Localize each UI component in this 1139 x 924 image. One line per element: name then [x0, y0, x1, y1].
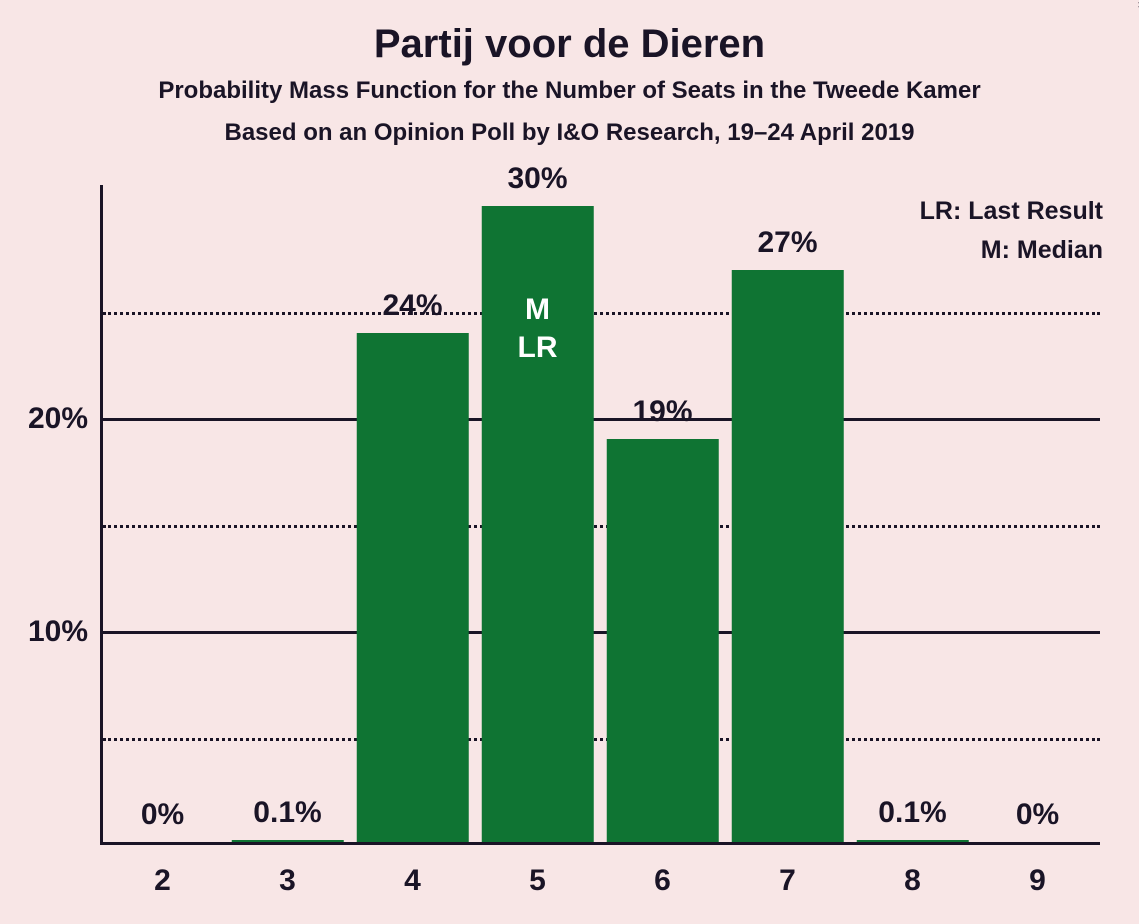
bar-value-label: 0.1%	[253, 796, 321, 830]
bar	[231, 840, 344, 842]
bars-layer: 0% 0.1% 24% 30%MLR 19% 27% 0.1% 0%	[100, 185, 1100, 842]
bar-value-label: 19%	[632, 395, 692, 429]
bar-value-label: 27%	[757, 226, 817, 260]
bar-value-label: 30%	[507, 162, 567, 196]
bar-value-label: 0%	[141, 798, 184, 832]
x-axis-line	[100, 842, 1100, 845]
bar	[856, 840, 969, 842]
x-tick-label: 8	[904, 864, 921, 898]
x-tick-label: 9	[1029, 864, 1046, 898]
bar-slot: 27%	[725, 185, 850, 842]
bar-slot: 30%MLR	[475, 185, 600, 842]
legend-line-lr: LR: Last Result	[920, 192, 1103, 231]
x-tick-label: 3	[279, 864, 296, 898]
y-tick-labels: 10% 20%	[0, 185, 100, 845]
legend: LR: Last Result M: Median	[920, 192, 1103, 270]
x-tick-label: 4	[404, 864, 421, 898]
y-tick-label: 10%	[28, 615, 88, 649]
chart-title: Partij voor de Dieren	[0, 0, 1139, 67]
bar-value-label: 24%	[382, 289, 442, 323]
bar-slot: 19%	[600, 185, 725, 842]
bar-slot: 0.1%	[225, 185, 350, 842]
bar-value-label: 0.1%	[878, 796, 946, 830]
x-tick-label: 5	[529, 864, 546, 898]
y-tick-label: 20%	[28, 402, 88, 436]
x-tick-label: 2	[154, 864, 171, 898]
plot-area: 0% 0.1% 24% 30%MLR 19% 27% 0.1% 0%	[100, 185, 1100, 845]
x-tick-label: 7	[779, 864, 796, 898]
bar	[356, 333, 469, 842]
bar-value-label: 0%	[1016, 798, 1059, 832]
bar-slot: 0%	[100, 185, 225, 842]
chart-subtitle-1: Probability Mass Function for the Number…	[0, 77, 1139, 105]
bar-slot: 0.1%	[850, 185, 975, 842]
bar-slot: 24%	[350, 185, 475, 842]
x-tick-labels: 2 3 4 5 6 7 8 9	[100, 852, 1100, 902]
bar	[606, 439, 719, 842]
bar-annotation: MLR	[518, 291, 558, 366]
copyright-text: © 2020 Filip van Laenen	[1135, 0, 1139, 8]
chart-subtitle-2: Based on an Opinion Poll by I&O Research…	[0, 119, 1139, 147]
bar-slot: 0%	[975, 185, 1100, 842]
x-tick-label: 6	[654, 864, 671, 898]
legend-line-m: M: Median	[920, 231, 1103, 270]
bar	[731, 270, 844, 842]
